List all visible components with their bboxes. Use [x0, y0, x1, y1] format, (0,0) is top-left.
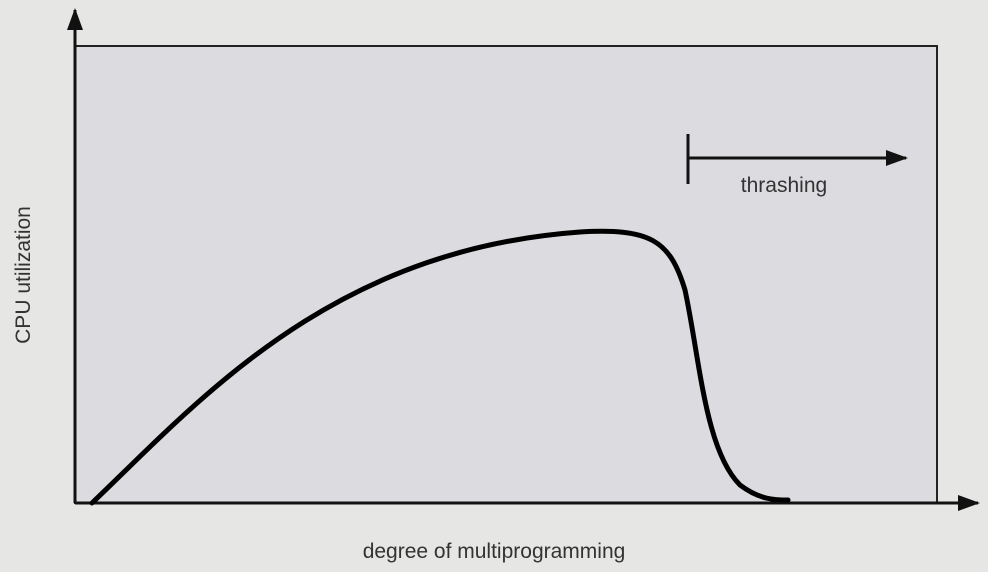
utilization-curve [89, 228, 791, 506]
x-axis-label: degree of multiprogramming [363, 540, 626, 563]
y-axis-label: CPU utilization [12, 206, 35, 344]
plot-area [74, 45, 938, 504]
thrashing-label: thrashing [741, 174, 827, 197]
